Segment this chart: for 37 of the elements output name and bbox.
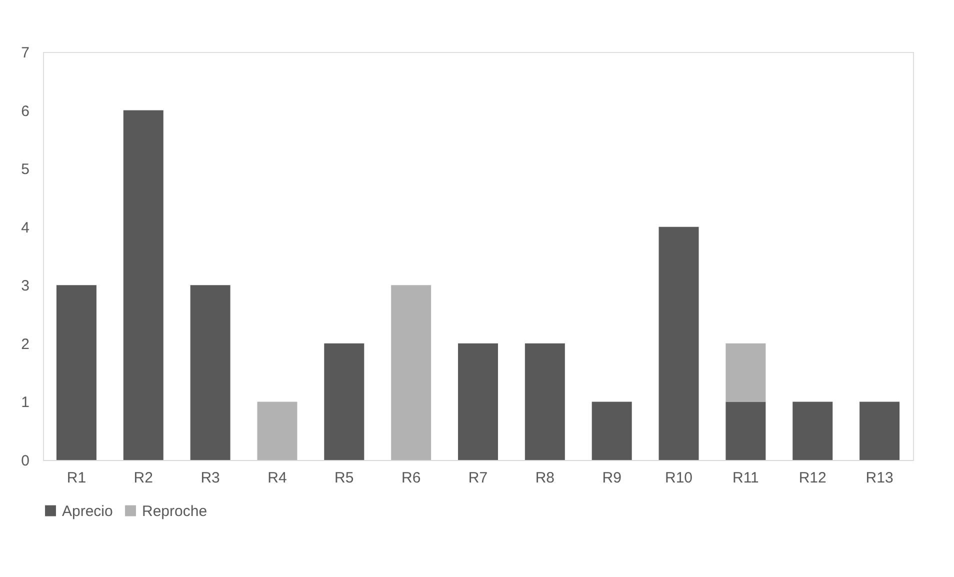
y-tick-label: 1: [21, 394, 30, 412]
x-tick-label: R10: [665, 470, 693, 486]
bar: [257, 402, 298, 460]
bar: [592, 402, 632, 460]
y-tick-label: 3: [21, 278, 30, 295]
x-tick-label: R11: [732, 470, 759, 486]
x-tick-label: R3: [200, 470, 220, 486]
x-tick-label: R2: [134, 470, 153, 486]
bar: [123, 110, 164, 460]
bar: [792, 402, 833, 460]
x-tick-label: R6: [401, 470, 421, 486]
x-tick-label: R13: [866, 470, 894, 486]
y-tick-label: 0: [21, 452, 30, 470]
x-tick-label: R4: [268, 470, 287, 486]
y-tick-label: 4: [21, 219, 30, 236]
bar: [190, 285, 230, 460]
y-tick-label: 5: [21, 161, 30, 178]
bar: [391, 285, 432, 460]
bar: [324, 343, 364, 460]
y-tick-label: 7: [21, 44, 30, 62]
bar: [658, 226, 699, 460]
x-tick-label: R12: [798, 470, 826, 486]
x-tick-label: R9: [602, 470, 622, 486]
legend-label: Aprecio: [62, 502, 113, 520]
bar: [860, 402, 900, 460]
y-tick-label: 6: [21, 102, 30, 120]
x-tick-label: R5: [334, 470, 354, 486]
bar: [524, 343, 565, 460]
bar: [726, 402, 766, 460]
legend-label: Reproche: [142, 502, 208, 520]
bar: [726, 343, 766, 402]
y-tick-label: 2: [21, 336, 30, 353]
bar: [56, 285, 96, 460]
x-tick-label: R7: [468, 470, 488, 486]
x-tick-label: R8: [535, 470, 555, 486]
x-tick-label: R1: [66, 470, 86, 486]
bar: [458, 343, 498, 460]
